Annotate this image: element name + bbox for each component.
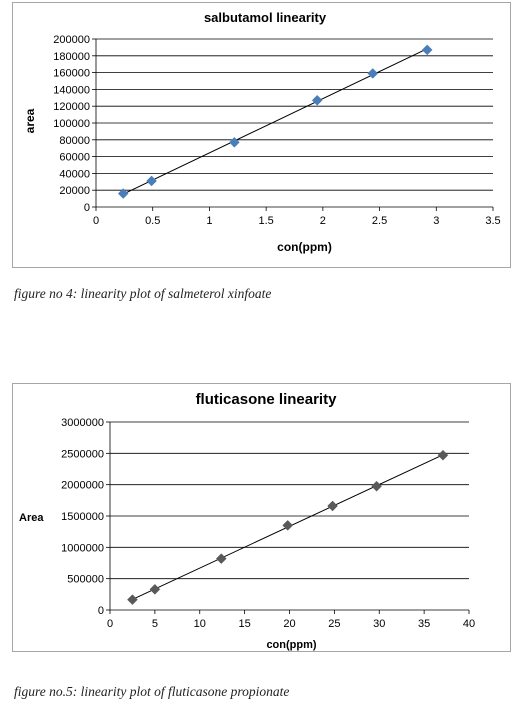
x-tick-label: 2.5 bbox=[372, 215, 387, 227]
figure-5-caption: figure no.5: linearity plot of fluticaso… bbox=[14, 684, 290, 699]
y-tick-label: 160000 bbox=[53, 68, 90, 80]
data-point bbox=[149, 583, 161, 595]
y-tick-label: 500000 bbox=[67, 574, 104, 586]
x-tick-label: 1.5 bbox=[258, 215, 273, 227]
y-tick-label: 180000 bbox=[53, 51, 90, 63]
data-point bbox=[117, 188, 129, 199]
y-tick-label: 1500000 bbox=[61, 511, 104, 523]
data-point bbox=[127, 594, 138, 606]
x-tick-label: 10 bbox=[194, 618, 206, 630]
data-point bbox=[146, 175, 157, 187]
x-tick-label: 35 bbox=[418, 618, 430, 630]
data-point bbox=[371, 480, 382, 492]
data-point bbox=[367, 68, 379, 79]
data-point bbox=[215, 553, 227, 564]
y-tick-label: 100000 bbox=[53, 118, 90, 130]
y-tick-label: 2500000 bbox=[61, 448, 104, 460]
x-tick-label: 0 bbox=[107, 618, 113, 630]
y-tick-label: 0 bbox=[84, 202, 90, 214]
x-tick-label: 25 bbox=[328, 618, 340, 630]
y-tick-label: 140000 bbox=[53, 84, 90, 96]
y-tick-label: 2000000 bbox=[61, 480, 104, 492]
salbutamol-chart-svg: salbutamol linearity 0 20000 40000 60000 8000… bbox=[23, 10, 501, 254]
y-tick-label: 80000 bbox=[59, 135, 90, 147]
x-tick-label: 5 bbox=[152, 618, 158, 630]
y-tick-label: 60000 bbox=[59, 152, 90, 164]
x-axis-title: con(ppm) bbox=[277, 240, 332, 254]
x-tick-label: 2 bbox=[320, 215, 326, 227]
data-point bbox=[421, 44, 433, 56]
data-point bbox=[327, 500, 338, 512]
salbutamol-chart: salbutamol linearity 0 20000 40000 60000 8000… bbox=[12, 2, 511, 268]
y-tick-label: 3000000 bbox=[61, 417, 104, 429]
y-tick-label: 120000 bbox=[53, 101, 90, 113]
y-axis-title: Area bbox=[19, 512, 44, 524]
x-axis-title: con(ppm) bbox=[266, 639, 316, 651]
figure-4-caption: figure no 4: linearity plot of salmetero… bbox=[14, 286, 272, 301]
x-tick-label: 3 bbox=[433, 215, 439, 227]
x-tick-label: 0 bbox=[93, 215, 99, 227]
x-tick-label: 30 bbox=[373, 618, 385, 630]
data-point bbox=[282, 520, 294, 531]
y-tick-label: 20000 bbox=[59, 185, 90, 197]
y-tick-label: 40000 bbox=[59, 168, 90, 180]
fluticasone-chart: fluticasone linearity 0 500000 1000000 15000… bbox=[12, 383, 511, 652]
y-axis-title: area bbox=[23, 108, 37, 133]
data-point bbox=[311, 94, 323, 106]
data-point bbox=[229, 136, 240, 148]
x-tick-label: 40 bbox=[463, 618, 475, 630]
y-tick-label: 1000000 bbox=[61, 542, 104, 554]
fluticasone-chart-svg: fluticasone linearity 0 500000 1000000 15000… bbox=[19, 391, 475, 651]
chart-title: salbutamol linearity bbox=[204, 10, 327, 25]
x-tick-label: 3.5 bbox=[485, 215, 500, 227]
trendline bbox=[123, 48, 428, 195]
y-tick-label: 0 bbox=[98, 605, 104, 617]
x-tick-label: 1 bbox=[206, 215, 212, 227]
data-point bbox=[437, 449, 449, 461]
x-tick-label: 20 bbox=[283, 618, 295, 630]
chart-title: fluticasone linearity bbox=[196, 391, 338, 408]
x-tick-label: 15 bbox=[239, 618, 251, 630]
y-tick-label: 200000 bbox=[53, 34, 90, 46]
x-tick-label: 0.5 bbox=[145, 215, 160, 227]
